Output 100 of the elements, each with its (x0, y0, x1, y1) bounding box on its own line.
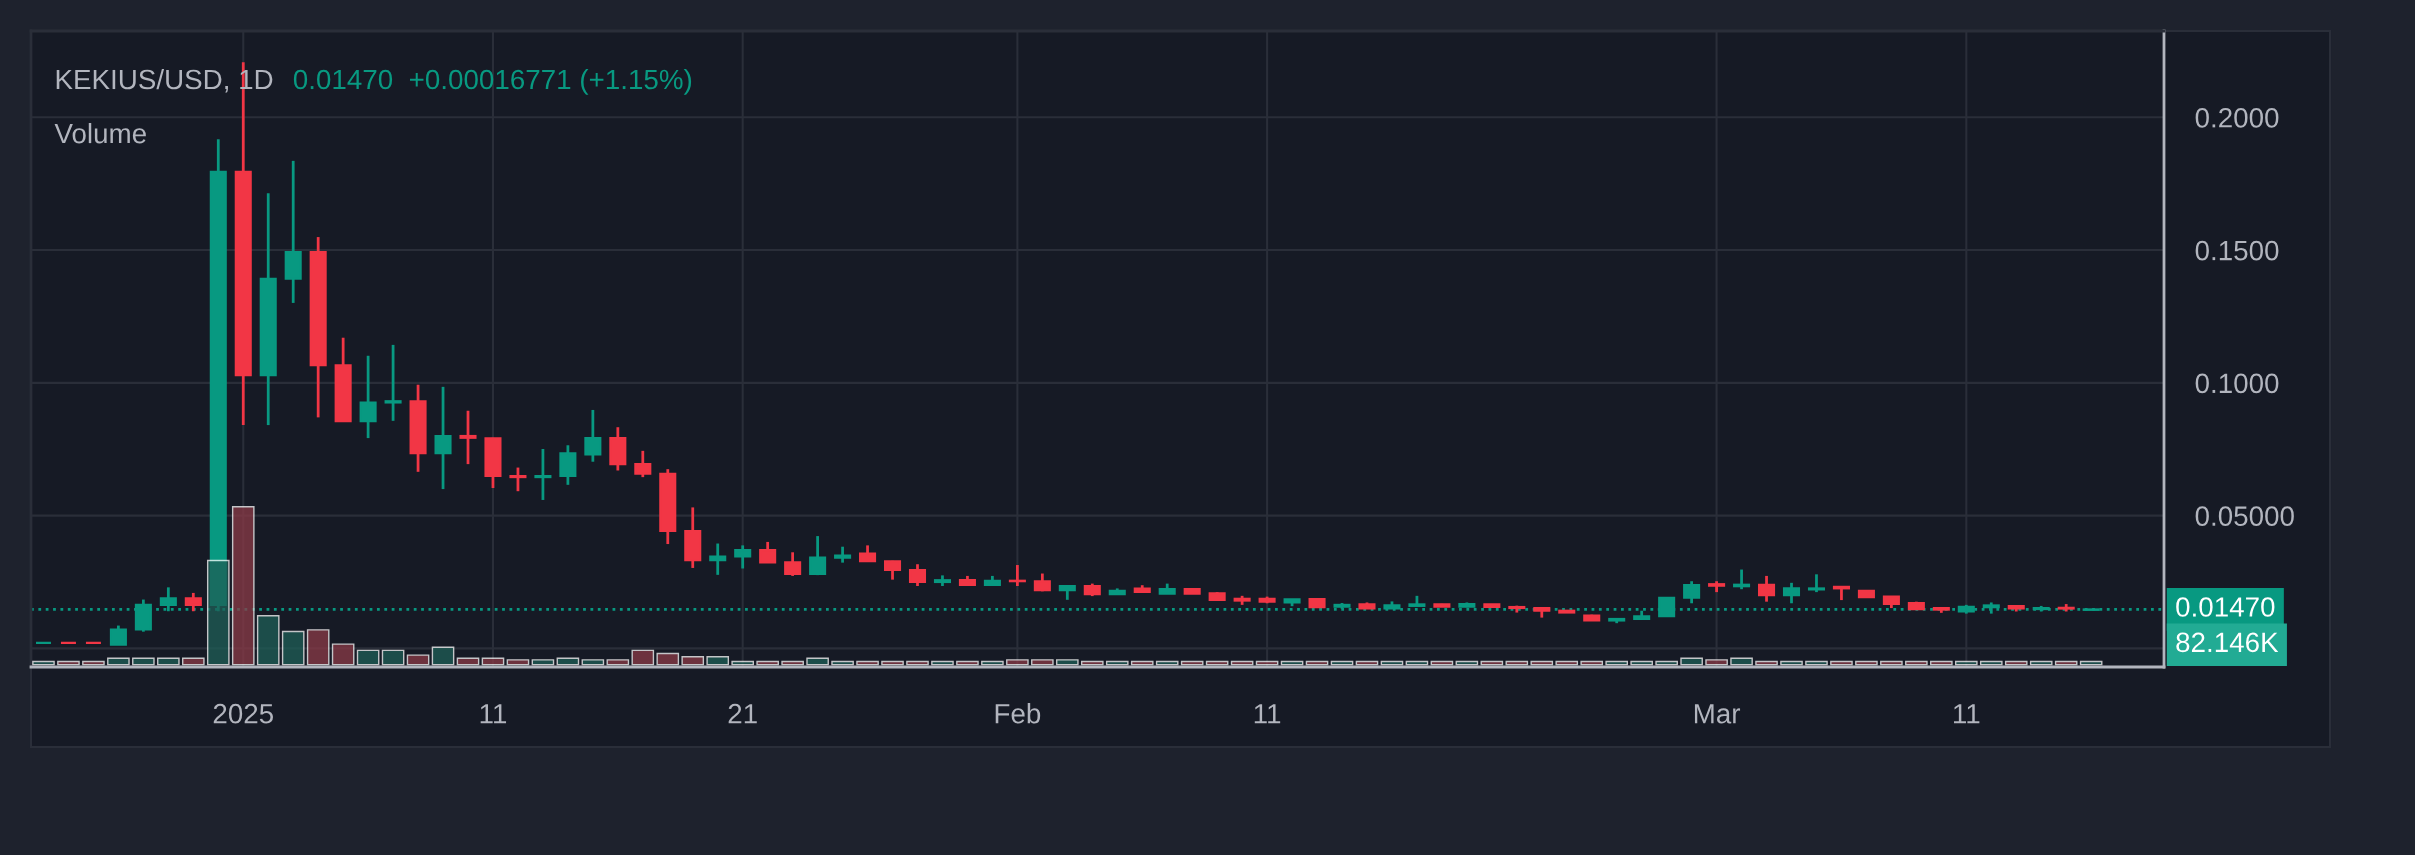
bar (1905, 660, 1928, 666)
bar (1855, 660, 1878, 666)
bar (1530, 660, 1554, 666)
bar (406, 654, 430, 666)
bar (1880, 660, 1903, 666)
bar (581, 659, 605, 666)
bar (1655, 660, 1678, 666)
bar (1705, 659, 1728, 666)
bar (2054, 660, 2078, 666)
candlestick (634, 449, 652, 479)
candlestick (809, 534, 827, 577)
y-tick-label: 0.1000 (2195, 373, 2279, 394)
candlestick (109, 624, 127, 647)
candlestick (1782, 581, 1801, 605)
candlestick (359, 354, 377, 440)
candlestick (1758, 574, 1776, 604)
bar (331, 643, 355, 666)
chart-title: Volume (54, 122, 146, 144)
bar (306, 629, 330, 666)
bar (132, 657, 155, 666)
bar (831, 660, 854, 666)
y-tick-label: 0.05000 (2195, 506, 2294, 526)
candlestick (434, 385, 452, 491)
x-tick-label: Feb (995, 703, 1041, 724)
x-tick-label: 11 (480, 704, 507, 724)
bar (1006, 659, 1029, 666)
bar (781, 660, 804, 666)
candlestick (734, 543, 752, 570)
bar (1979, 660, 2003, 666)
text: 82.146K (2176, 632, 2279, 653)
x-tick-label: 11 (1254, 704, 1281, 724)
bar (706, 656, 730, 666)
bar (631, 649, 655, 666)
bar (556, 657, 580, 666)
bar (82, 660, 105, 666)
bar (506, 659, 530, 666)
bar (881, 660, 904, 666)
candlestick (784, 550, 802, 578)
candlestick (759, 540, 777, 565)
bar (1080, 660, 1104, 666)
bar (431, 646, 455, 666)
bar (1155, 660, 1179, 666)
bar (656, 652, 680, 666)
ref-line-label: 0.01470 (2176, 597, 2275, 617)
candlestick (559, 443, 577, 487)
bar (1630, 660, 1653, 666)
bar (1830, 660, 1853, 666)
bar (931, 660, 954, 666)
bar (1056, 659, 1079, 666)
candlestick (384, 343, 402, 423)
bar (206, 559, 230, 666)
y-tick-label: 0.2000 (2195, 107, 2279, 128)
candlestick (459, 409, 477, 466)
bar (107, 657, 130, 666)
bar (856, 660, 879, 666)
candlestick (1683, 579, 1701, 605)
bar (1031, 659, 1054, 666)
bar (182, 657, 205, 666)
bar (231, 506, 255, 666)
bar (2029, 660, 2053, 666)
bar (1954, 660, 1978, 666)
candlestick (534, 447, 552, 502)
bar (1805, 660, 1828, 666)
bar (806, 657, 829, 666)
bar (1680, 657, 1703, 666)
bar (531, 659, 555, 666)
x-tick-label: 11 (1954, 704, 1980, 724)
bar (1130, 660, 1154, 666)
bar (1605, 660, 1629, 666)
bar (32, 660, 55, 666)
bar (681, 656, 705, 666)
bar (1930, 660, 1953, 666)
bar (756, 660, 779, 666)
x-tick-label: Mar (1694, 704, 1741, 724)
bar (1780, 660, 1803, 666)
bar (731, 660, 755, 666)
x-tick-label: 21 (728, 703, 757, 724)
candlestick (1658, 596, 1676, 618)
candlestick (509, 466, 527, 493)
text: 0.01470 +0.00016771 (+1.15%) (293, 68, 692, 95)
candlestick (184, 591, 202, 613)
x-tick-label: 2025 (213, 703, 273, 724)
bar (381, 649, 405, 666)
y-tick-label: 0.1500 (2195, 240, 2279, 261)
bar (981, 660, 1004, 666)
bar (1555, 660, 1579, 666)
bar (281, 630, 305, 666)
candlestick (709, 542, 727, 577)
bar (481, 657, 505, 666)
candlestick (908, 562, 927, 588)
bar (1755, 660, 1778, 666)
bar (256, 614, 280, 666)
bar (1730, 657, 1753, 666)
bar (456, 657, 480, 666)
bar (356, 649, 380, 666)
bar (906, 660, 929, 666)
bar (1105, 660, 1129, 666)
bar (1580, 660, 1604, 666)
bar (956, 660, 979, 666)
bar (57, 660, 80, 666)
